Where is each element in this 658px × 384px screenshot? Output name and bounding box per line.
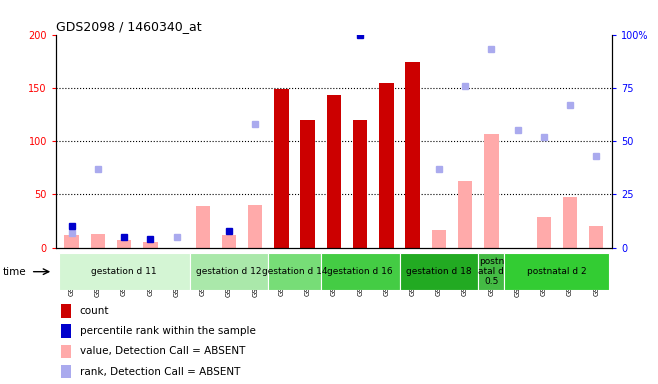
Text: postn
atal d
0.5: postn atal d 0.5	[478, 258, 504, 286]
Bar	[143, 242, 157, 248]
Bar	[536, 217, 551, 248]
Bar	[478, 253, 505, 290]
Bar	[484, 134, 499, 248]
Bar	[399, 253, 478, 290]
Bar	[61, 304, 72, 318]
Bar	[432, 230, 446, 248]
Bar	[327, 95, 341, 248]
Bar	[61, 324, 72, 338]
Text: gestation d 14: gestation d 14	[262, 267, 327, 276]
Bar	[91, 234, 105, 248]
Bar	[379, 83, 393, 248]
Text: GDS2098 / 1460340_at: GDS2098 / 1460340_at	[56, 20, 201, 33]
Text: count: count	[80, 306, 109, 316]
Text: rank, Detection Call = ABSENT: rank, Detection Call = ABSENT	[80, 367, 240, 377]
Text: postnatal d 2: postnatal d 2	[527, 267, 587, 276]
Bar	[59, 253, 190, 290]
Bar	[405, 62, 420, 248]
Text: gestation d 16: gestation d 16	[327, 267, 393, 276]
Bar	[505, 253, 609, 290]
Bar	[268, 253, 321, 290]
Bar	[563, 197, 577, 248]
Text: gestation d 18: gestation d 18	[406, 267, 472, 276]
Text: value, Detection Call = ABSENT: value, Detection Call = ABSENT	[80, 346, 245, 356]
Bar	[248, 205, 263, 248]
Bar	[64, 235, 79, 248]
Bar	[321, 253, 399, 290]
Bar	[190, 253, 268, 290]
Bar	[458, 180, 472, 248]
Text: percentile rank within the sample: percentile rank within the sample	[80, 326, 256, 336]
Bar	[61, 365, 72, 379]
Bar	[301, 120, 315, 248]
Text: time: time	[3, 266, 26, 277]
Bar	[353, 120, 367, 248]
Text: gestation d 12: gestation d 12	[196, 267, 262, 276]
Bar	[61, 345, 72, 358]
Bar	[195, 206, 210, 248]
Bar	[274, 89, 289, 248]
Bar	[589, 227, 603, 248]
Bar	[117, 240, 132, 248]
Text: gestation d 11: gestation d 11	[91, 267, 157, 276]
Bar	[222, 235, 236, 248]
